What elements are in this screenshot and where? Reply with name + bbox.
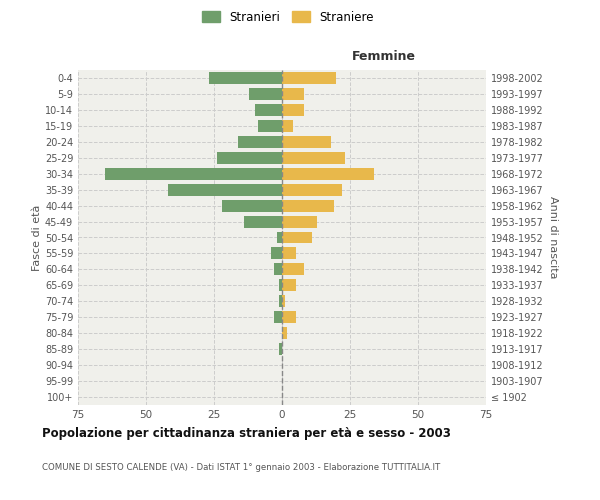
Bar (244, 216, 282, 228)
Bar (222, 200, 282, 211)
Y-axis label: Fasce di età: Fasce di età (32, 204, 42, 270)
Bar (282, 248, 296, 260)
Bar (282, 72, 337, 84)
Bar (282, 216, 317, 228)
Bar (282, 88, 304, 100)
Legend: Stranieri, Straniere: Stranieri, Straniere (197, 6, 379, 28)
Bar (282, 120, 293, 132)
Bar (282, 312, 296, 323)
Bar (282, 232, 312, 243)
Bar (279, 296, 282, 308)
Bar (279, 280, 282, 291)
Bar (282, 104, 304, 116)
Bar (209, 72, 282, 84)
Bar (282, 327, 287, 339)
Bar (282, 296, 285, 308)
Bar (279, 343, 282, 355)
Text: Femmine: Femmine (352, 50, 416, 64)
Bar (238, 136, 282, 148)
Bar (271, 248, 282, 260)
Text: Popolazione per cittadinanza straniera per età e sesso - 2003: Popolazione per cittadinanza straniera p… (42, 428, 451, 440)
Bar (274, 312, 282, 323)
Bar (168, 184, 282, 196)
Bar (274, 264, 282, 276)
Bar (282, 184, 342, 196)
Bar (257, 120, 282, 132)
Bar (282, 200, 334, 211)
Bar (255, 104, 282, 116)
Bar (250, 88, 282, 100)
Bar (282, 136, 331, 148)
Y-axis label: Anni di nascita: Anni di nascita (548, 196, 557, 279)
Bar (217, 152, 282, 164)
Text: COMUNE DI SESTO CALENDE (VA) - Dati ISTAT 1° gennaio 2003 - Elaborazione TUTTITA: COMUNE DI SESTO CALENDE (VA) - Dati ISTA… (42, 462, 440, 471)
Bar (282, 152, 344, 164)
Bar (282, 280, 296, 291)
Bar (282, 168, 374, 179)
Bar (105, 168, 282, 179)
Bar (282, 264, 304, 276)
Bar (277, 232, 282, 243)
